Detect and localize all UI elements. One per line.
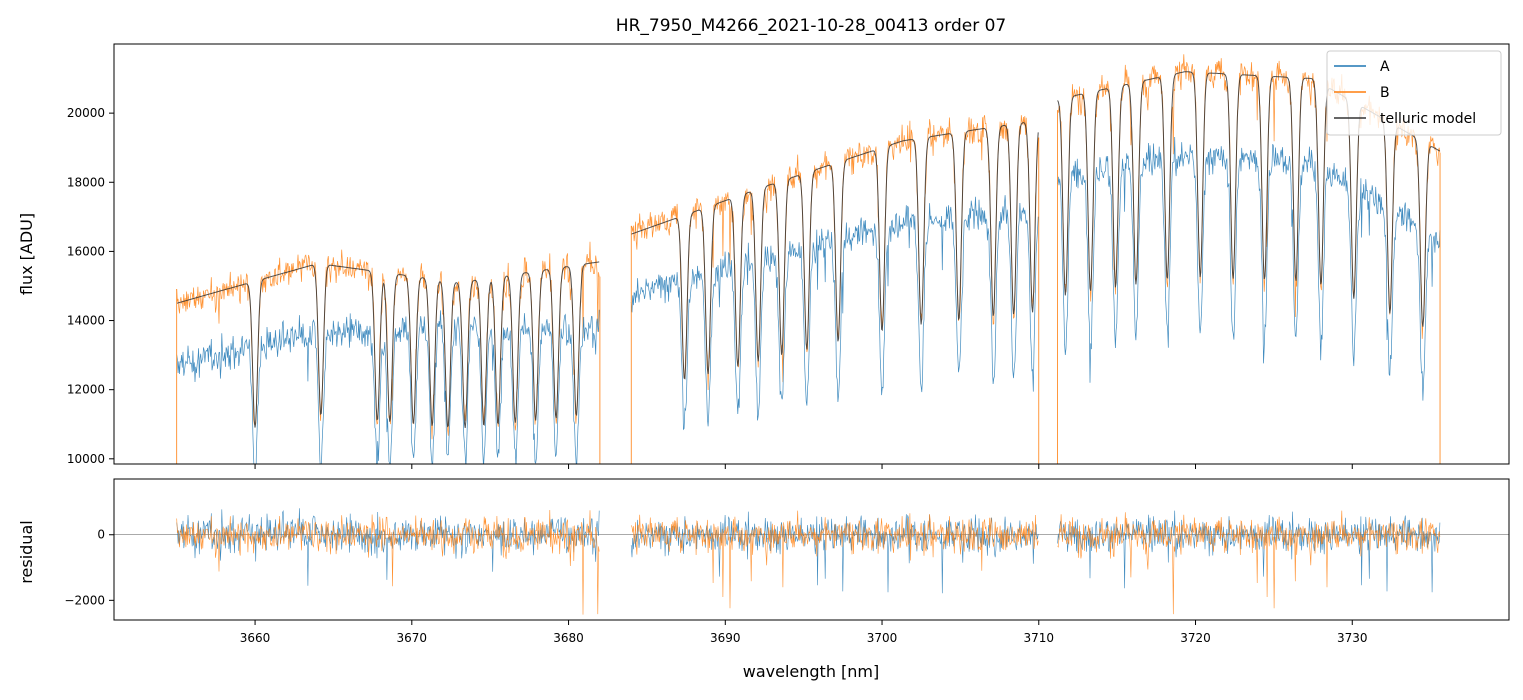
xtick-label: 3720: [1180, 631, 1211, 645]
legend: A B telluric model: [1326, 50, 1502, 136]
flux-panel-frame: [113, 43, 1510, 465]
flux-panel-data: [176, 54, 1441, 464]
residual-a-line: [1057, 510, 1441, 593]
xtick-label: 3670: [397, 631, 428, 645]
residual-b-line: [630, 510, 1039, 609]
flux-ytick-label: 20000: [67, 106, 105, 120]
flux-ylabel: flux [ADU]: [17, 213, 36, 295]
residual-ytick-label: 0: [97, 528, 105, 542]
flux-ytick-label: 14000: [67, 314, 105, 328]
series-a-line: [1057, 136, 1441, 401]
residual-b-line: [1057, 510, 1441, 615]
xtick-label: 3700: [867, 631, 898, 645]
chart-title: HR_7950_M4266_2021-10-28_00413 order 07: [616, 16, 1006, 36]
flux-ytick-label: 10000: [67, 452, 105, 466]
legend-label-model: telluric model: [1380, 111, 1476, 127]
flux-ytick-label: 12000: [67, 383, 105, 397]
xtick-label: 3690: [710, 631, 741, 645]
xtick-label: 3680: [553, 631, 584, 645]
residual-a-line: [176, 508, 600, 586]
xtick-label: 3660: [240, 631, 271, 645]
residual-panel-data: [114, 508, 1509, 615]
legend-box: [1326, 50, 1502, 136]
residual-x-axis: 3660 3670 3680 3690 3700 3710 3720 3730: [240, 620, 1368, 645]
residual-ylabel: residual: [17, 520, 36, 583]
series-a-line: [176, 309, 600, 464]
legend-label-a: A: [1380, 59, 1390, 75]
xtick-label: 3710: [1024, 631, 1055, 645]
residual-panel-frame: [113, 478, 1510, 621]
xtick-label: 3730: [1337, 631, 1368, 645]
series-b-line: [630, 115, 1039, 391]
flux-ytick-label: 16000: [67, 244, 105, 258]
series-b-line: [176, 241, 600, 440]
residual-y-axis: −2000 0: [64, 528, 114, 607]
flux-y-axis: 10000 12000 14000 16000 18000 20000: [67, 106, 114, 466]
flux-ytick-label: 18000: [67, 175, 105, 189]
residual-ytick-label: −2000: [64, 593, 105, 607]
residual-a-line: [630, 511, 1039, 594]
telluric-model-line: [631, 122, 1039, 380]
series-a-line: [630, 195, 1039, 431]
legend-label-b: B: [1380, 85, 1390, 101]
flux-x-ticks: [254, 464, 1353, 469]
residual-b-line: [176, 509, 600, 615]
x-axis-label: wavelength [nm]: [743, 662, 880, 681]
telluric-model-line: [176, 261, 600, 428]
